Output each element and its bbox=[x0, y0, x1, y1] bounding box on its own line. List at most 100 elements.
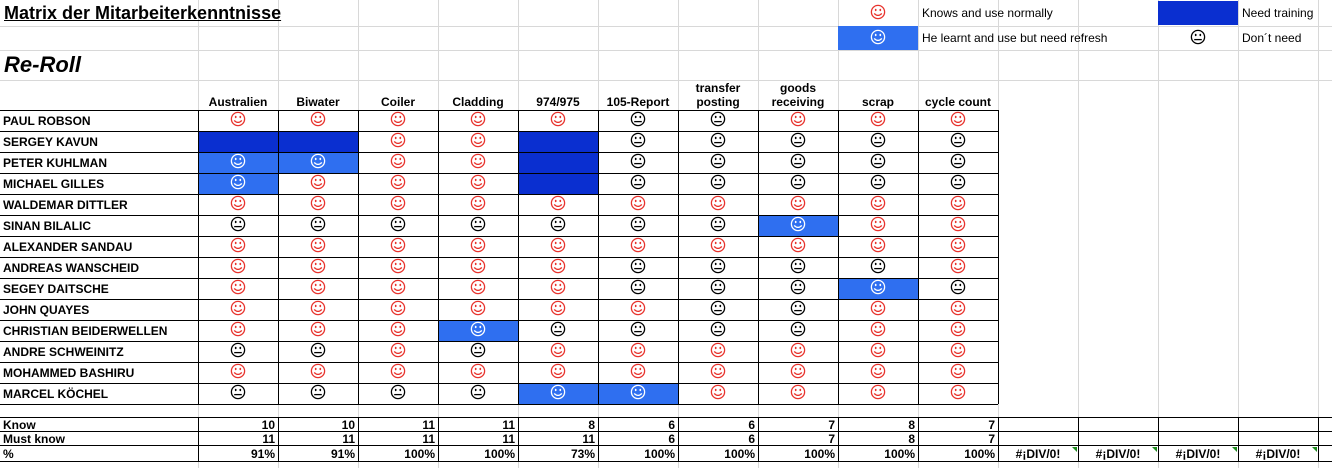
employee-name: SERGEY KAVUN bbox=[3, 134, 98, 149]
table-border bbox=[598, 417, 599, 462]
skill-cell bbox=[438, 257, 518, 278]
happy-red-face-icon bbox=[550, 237, 566, 256]
happy-red-face-icon bbox=[630, 195, 646, 214]
skill-cell bbox=[918, 278, 998, 299]
employee-name: WALDEMAR DITTLER bbox=[3, 197, 128, 212]
skill-cell bbox=[278, 215, 358, 236]
table-border bbox=[758, 110, 759, 404]
must-know-value: 11 bbox=[582, 432, 595, 446]
skill-cell bbox=[678, 278, 758, 299]
skill-cell bbox=[838, 362, 918, 383]
happy-red-face-icon bbox=[550, 111, 566, 130]
skill-cell bbox=[278, 341, 358, 362]
table-border bbox=[518, 417, 519, 462]
happy-red-face-icon bbox=[870, 321, 886, 340]
neutral-face-icon bbox=[550, 321, 566, 340]
skill-cell bbox=[278, 110, 358, 131]
skill-cell bbox=[918, 110, 998, 131]
skill-cell bbox=[678, 299, 758, 320]
skill-cell bbox=[598, 194, 678, 215]
know-value: 7 bbox=[828, 418, 835, 432]
skill-cell bbox=[518, 299, 598, 320]
skill-cell bbox=[198, 320, 278, 341]
happy-red-face-icon bbox=[870, 195, 886, 214]
happy-red-face-icon bbox=[310, 300, 326, 319]
skill-cell bbox=[278, 236, 358, 257]
table-border bbox=[0, 131, 998, 132]
know-label: Know bbox=[3, 418, 36, 432]
gridline bbox=[0, 80, 1332, 81]
happy-red-face-icon bbox=[390, 237, 406, 256]
happy-red-face-icon bbox=[470, 237, 486, 256]
happy-red-face-icon bbox=[230, 237, 246, 256]
neutral-face-icon bbox=[630, 258, 646, 277]
happy-red-face-icon bbox=[550, 363, 566, 382]
table-border bbox=[998, 110, 999, 404]
neutral-face-icon bbox=[710, 132, 726, 151]
neutral-face-icon bbox=[790, 153, 806, 172]
skill-cell bbox=[358, 299, 438, 320]
table-border bbox=[518, 110, 519, 404]
skill-cell bbox=[758, 320, 838, 341]
neutral-face-icon bbox=[310, 216, 326, 235]
happy-red-face-icon bbox=[790, 384, 806, 403]
happy-red-face-icon bbox=[390, 363, 406, 382]
skill-cell bbox=[198, 215, 278, 236]
legend-dont-need-label: Don´t need bbox=[1242, 31, 1302, 45]
legend-need-training-swatch bbox=[1158, 1, 1238, 25]
happy-white-face-icon bbox=[230, 153, 246, 172]
skill-cell bbox=[438, 194, 518, 215]
happy-red-face-icon bbox=[630, 237, 646, 256]
must-know-value: 6 bbox=[668, 432, 675, 446]
happy-red-face-icon bbox=[390, 258, 406, 277]
table-border bbox=[438, 417, 439, 462]
skill-cell bbox=[758, 131, 838, 152]
happy-red-face-icon bbox=[550, 258, 566, 277]
employee-name: ALEXANDER SANDAU bbox=[3, 239, 133, 254]
skill-cell bbox=[678, 362, 758, 383]
table-border bbox=[0, 278, 998, 279]
table-border bbox=[438, 110, 439, 404]
skill-cell bbox=[598, 362, 678, 383]
column-header: cycle count bbox=[924, 95, 992, 109]
table-border bbox=[0, 445, 1332, 446]
skill-cell bbox=[518, 194, 598, 215]
table-border bbox=[0, 383, 998, 384]
skill-cell bbox=[598, 131, 678, 152]
neutral-face-icon bbox=[710, 174, 726, 193]
neutral-face-icon bbox=[470, 384, 486, 403]
column-header: Australien bbox=[208, 95, 268, 109]
percent-value: 73% bbox=[570, 447, 595, 461]
percent-value: 100% bbox=[644, 447, 675, 461]
happy-red-face-icon bbox=[310, 237, 326, 256]
neutral-face-icon bbox=[390, 216, 406, 235]
happy-red-face-icon bbox=[310, 279, 326, 298]
happy-red-face-icon bbox=[950, 321, 966, 340]
happy-red-face-icon bbox=[390, 111, 406, 130]
know-value: 10 bbox=[341, 418, 355, 432]
happy-red-face-icon bbox=[710, 342, 726, 361]
skill-cell bbox=[838, 110, 918, 131]
table-border bbox=[0, 404, 998, 405]
skill-cell bbox=[438, 383, 518, 404]
skill-cell bbox=[358, 173, 438, 194]
happy-red-face-icon bbox=[710, 363, 726, 382]
neutral-face-icon bbox=[710, 279, 726, 298]
skill-cell bbox=[758, 278, 838, 299]
happy-red-face-icon bbox=[390, 342, 406, 361]
happy-red-face-icon bbox=[790, 363, 806, 382]
table-border bbox=[198, 417, 199, 462]
skill-cell bbox=[518, 236, 598, 257]
skill-cell bbox=[438, 152, 518, 173]
table-border bbox=[678, 417, 679, 462]
skill-cell bbox=[278, 383, 358, 404]
happy-red-face-icon bbox=[310, 258, 326, 277]
table-border bbox=[0, 173, 998, 174]
happy-red-face-icon bbox=[470, 132, 486, 151]
happy-red-face-icon bbox=[310, 174, 326, 193]
table-border bbox=[358, 417, 359, 462]
skill-cell bbox=[358, 236, 438, 257]
happy-red-face-icon bbox=[710, 384, 726, 403]
know-value: 7 bbox=[988, 418, 995, 432]
percent-value: 100% bbox=[404, 447, 435, 461]
